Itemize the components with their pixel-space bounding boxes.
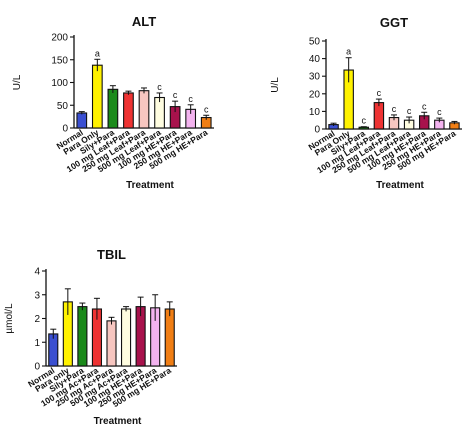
- ggt-significance-label: c: [437, 107, 442, 117]
- alt-y-tick-label: 0: [62, 124, 68, 135]
- alt-y-tick-label: 100: [51, 78, 68, 89]
- alt-y-tick-label: 50: [57, 101, 69, 112]
- alt-significance-label: a: [95, 48, 100, 58]
- ggt-y-tick-label: 0: [314, 125, 320, 136]
- alt-bar: [123, 92, 134, 129]
- alt-y-tick-label: 150: [51, 55, 68, 66]
- alt-significance-label: c: [188, 94, 193, 104]
- ggt-y-tick-label: 20: [309, 89, 321, 100]
- ggt-bar: [373, 102, 385, 130]
- ggt-chart-title: GGT: [380, 15, 408, 30]
- tbil-x-axis-label: Treatment: [94, 416, 142, 427]
- alt-x-axis-label: Treatment: [126, 180, 174, 191]
- tbil-y-tick-label: 1: [34, 338, 40, 349]
- tbil-y-tick-label: 0: [34, 362, 40, 373]
- alt-bar: [107, 88, 119, 129]
- alt-bar: [91, 64, 103, 129]
- tbil-bar: [77, 306, 88, 367]
- alt-significance-label: c: [173, 90, 178, 100]
- alt-y-axis-label: U/L: [12, 74, 23, 90]
- ggt-significance-label: c: [377, 88, 382, 98]
- alt-y-tick-label: 200: [51, 33, 68, 44]
- ggt-y-axis-label: U/L: [270, 77, 281, 93]
- tbil-bar: [48, 333, 59, 367]
- tbil-y-tick-label: 3: [34, 290, 40, 301]
- alt-bar: [138, 90, 150, 129]
- tbil-bar: [106, 320, 117, 367]
- tbil-y-tick-label: 4: [34, 267, 40, 278]
- ggt-significance-label: c: [422, 101, 427, 111]
- alt-significance-label: c: [204, 104, 209, 114]
- alt-significance-label: c: [157, 82, 162, 92]
- alt-bar: [76, 112, 88, 129]
- ggt-significance-label: c: [392, 104, 397, 114]
- tbil-chart-title: TBIL: [97, 247, 126, 262]
- ggt-y-tick-label: 30: [309, 72, 321, 83]
- tbil-bar: [164, 308, 175, 367]
- ggt-significance-label: c: [362, 116, 367, 126]
- tbil-y-tick-label: 2: [34, 314, 40, 325]
- alt-chart-title: ALT: [132, 14, 156, 29]
- ggt-y-tick-label: 40: [309, 54, 321, 65]
- ggt-significance-label: a: [346, 47, 351, 57]
- ggt-y-tick-label: 10: [309, 107, 321, 118]
- ggt-y-tick-label: 50: [309, 37, 321, 48]
- tbil-bar: [120, 308, 132, 367]
- tbil-y-axis-label: µmol/L: [4, 303, 15, 334]
- ggt-x-axis-label: Treatment: [376, 180, 424, 191]
- alt-bar: [154, 96, 165, 129]
- ggt-significance-label: c: [407, 106, 412, 116]
